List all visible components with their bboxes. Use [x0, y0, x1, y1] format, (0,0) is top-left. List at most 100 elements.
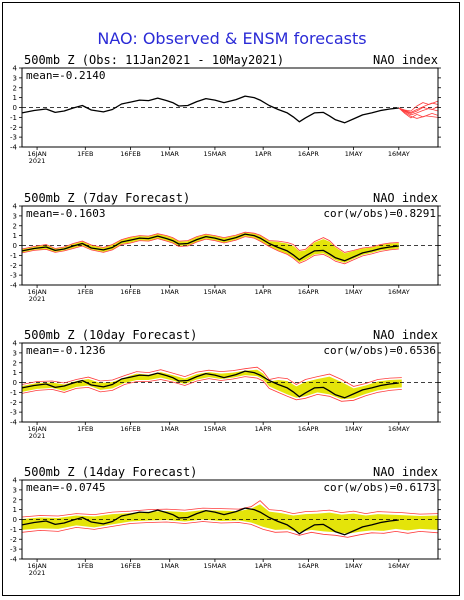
y-tick-label: 2: [13, 359, 17, 367]
y-tick-label: -1: [10, 114, 17, 122]
index-label: NAO index: [373, 53, 438, 67]
y-tick-label: 3: [13, 74, 17, 82]
x-tick-label: 1APR: [255, 288, 273, 296]
y-tick-label: 1: [13, 232, 17, 240]
y-tick-label: -4: [10, 556, 18, 564]
y-tick-label: 3: [13, 486, 17, 494]
figure-title: NAO: Observed & ENSM forecasts: [97, 29, 366, 48]
mean-stat: mean=-0.1603: [26, 207, 105, 220]
ensemble-member-line: [398, 107, 439, 119]
y-tick-label: -4: [10, 419, 18, 427]
y-tick-label: -4: [10, 144, 18, 152]
x-tick-label: 16JAN: [27, 288, 47, 296]
y-tick-label: -1: [10, 389, 17, 397]
x-tick-label: 15MAR: [204, 288, 227, 296]
panel-title: 500mb Z (Obs: 11Jan2021 - 10May2021): [24, 53, 284, 67]
panel-3: 500mb Z (10day Forecast) NAO index mean=-0…: [10, 328, 441, 440]
x-tick-label: 16FEB: [120, 150, 141, 158]
y-tick-label: -3: [10, 409, 17, 417]
x-tick-label: 16APR: [298, 562, 320, 570]
ensemble-member-line: [398, 100, 439, 112]
index-label: NAO index: [373, 191, 438, 205]
ensemble-member-line: [398, 107, 439, 119]
y-tick-label: 1: [13, 506, 17, 514]
y-tick-label: 4: [13, 477, 18, 485]
x-tick-label: 1FEB: [77, 288, 93, 296]
x-tick-label: 15MAR: [204, 150, 227, 158]
x-tick-label: 16APR: [298, 425, 320, 433]
panel-2: 500mb Z (7day Forecast) NAO index mean=-0.…: [10, 191, 441, 303]
correlation-stat: cor(w/obs)=0.6536: [323, 344, 436, 357]
y-tick-label: -4: [10, 282, 18, 290]
correlation-stat: cor(w/obs)=0.8291: [323, 207, 436, 220]
year-label: 2021: [29, 157, 46, 165]
correlation-stat: cor(w/obs)=0.6173: [323, 481, 436, 494]
x-tick-label: 1MAY: [345, 150, 363, 158]
plot-area: [21, 342, 439, 423]
x-tick-label: 1FEB: [77, 425, 93, 433]
ensemble-spread-band: [22, 504, 438, 534]
observed-nao-line: [21, 233, 399, 262]
x-tick-label: 15MAR: [204, 425, 227, 433]
x-tick-label: 16APR: [298, 288, 320, 296]
observed-nao-line: [21, 370, 399, 399]
y-tick-label: 4: [13, 203, 18, 211]
mean-stat: mean=-0.0745: [26, 481, 105, 494]
y-tick-label: -3: [10, 272, 17, 280]
year-label: 2021: [29, 432, 46, 440]
x-tick-label: 1MAR: [160, 562, 179, 570]
panel-title: 500mb Z (10day Forecast): [24, 328, 197, 342]
ensemble-spread-band: [22, 232, 399, 263]
y-tick-label: 3: [13, 349, 17, 357]
plot-area: [21, 479, 439, 560]
index-label: NAO index: [373, 328, 438, 342]
mean-stat: mean=-0.1236: [26, 344, 105, 357]
ensemble-member-line: [21, 500, 439, 518]
ensemble-member-line: [21, 366, 402, 387]
x-tick-label: 15MAR: [204, 562, 227, 570]
x-tick-label: 1MAR: [160, 425, 179, 433]
observed-nao-line: [21, 507, 399, 536]
y-tick-label: 2: [13, 222, 17, 230]
observed-nao-line: [21, 95, 399, 124]
y-tick-label: 0: [13, 104, 17, 112]
y-tick-label: 0: [13, 379, 17, 387]
x-tick-label: 16FEB: [120, 288, 141, 296]
x-tick-label: 16FEB: [120, 425, 141, 433]
plot-area: [21, 205, 439, 286]
ensemble-member-line: [21, 236, 399, 265]
x-tick-label: 1MAR: [160, 150, 179, 158]
y-tick-label: 1: [13, 369, 17, 377]
y-tick-label: 1: [13, 94, 17, 102]
y-tick-label: -1: [10, 526, 17, 534]
y-tick-label: -2: [10, 399, 17, 407]
x-tick-label: 1APR: [255, 150, 273, 158]
index-label: NAO index: [373, 465, 438, 479]
y-tick-label: -3: [10, 134, 17, 142]
mean-stat: mean=-0.2140: [26, 69, 105, 82]
figure-frame: [2, 2, 460, 596]
y-tick-label: 4: [13, 340, 18, 348]
ensemble-member-line: [21, 376, 402, 402]
y-tick-label: 2: [13, 496, 17, 504]
y-tick-label: 3: [13, 212, 17, 220]
x-tick-label: 1FEB: [77, 150, 93, 158]
y-tick-label: 2: [13, 84, 17, 92]
y-tick-label: -2: [10, 124, 17, 132]
ensemble-member-line: [21, 231, 399, 253]
x-tick-label: 1APR: [255, 425, 273, 433]
panel-title: 500mb Z (7day Forecast): [24, 191, 190, 205]
x-tick-label: 16JAN: [27, 425, 47, 433]
x-tick-label: 16MAY: [388, 150, 410, 158]
y-tick-label: 4: [13, 65, 18, 73]
panel-title: 500mb Z (14day Forecast): [24, 465, 197, 479]
year-label: 2021: [29, 295, 46, 303]
x-tick-label: 16APR: [298, 150, 320, 158]
panel-1: 500mb Z (Obs: 11Jan2021 - 10May2021) NAO …: [10, 53, 441, 165]
x-tick-label: 16MAY: [388, 562, 410, 570]
x-tick-label: 16JAN: [27, 562, 47, 570]
x-tick-label: 16JAN: [27, 150, 47, 158]
x-tick-label: 1APR: [255, 562, 273, 570]
x-tick-label: 1FEB: [77, 562, 93, 570]
